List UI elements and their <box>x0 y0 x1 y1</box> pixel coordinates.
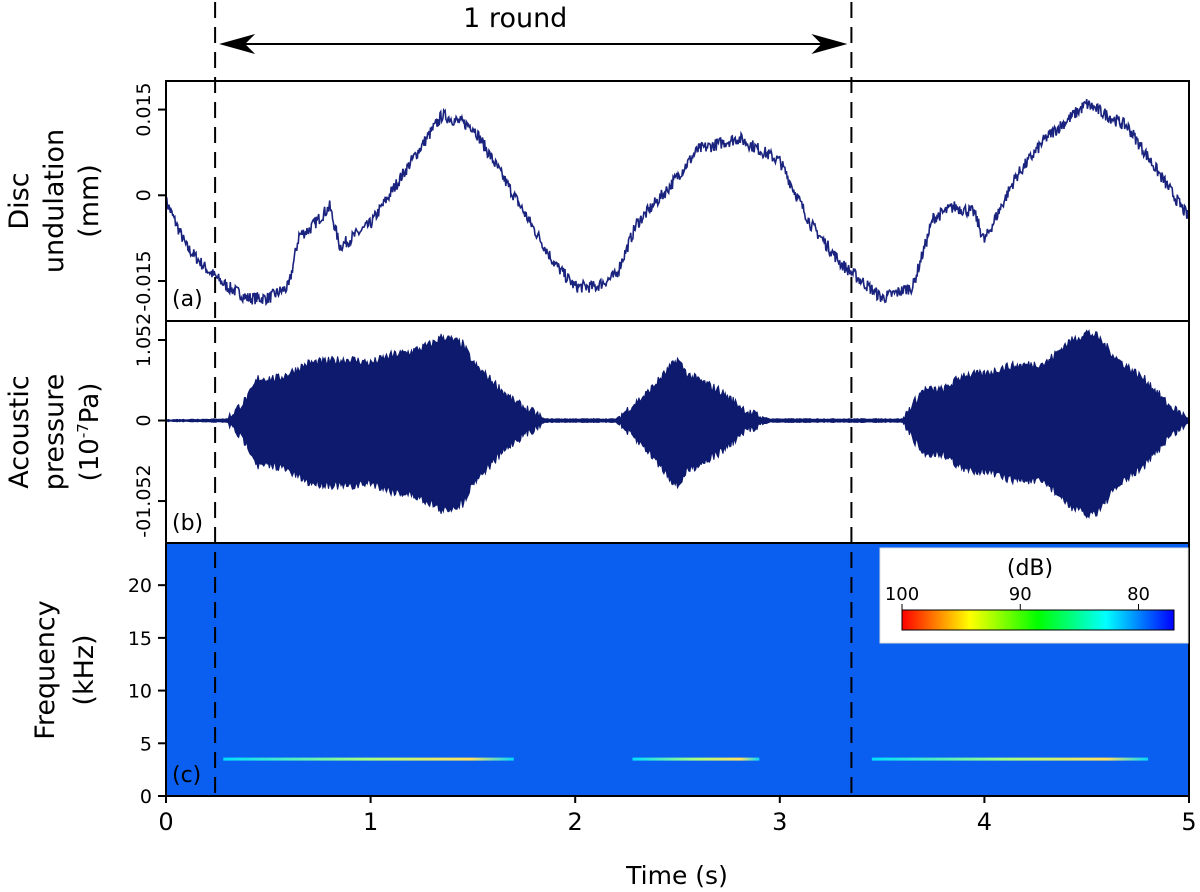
colorbar: (dB) 100 90 80 <box>879 547 1189 644</box>
acoustic-pressure-series <box>166 329 1189 519</box>
y-axis-label-line: undulation <box>39 129 70 273</box>
y-axis-label-line: (mm) <box>74 164 105 238</box>
panel-c-label: (c) <box>172 763 201 788</box>
y-tick-label: 20 <box>128 575 152 597</box>
y-axis-label-line: Disc <box>4 172 35 229</box>
colorbar-tick-label: 100 <box>885 584 919 605</box>
y-axis-label-line: (kHz) <box>69 634 100 705</box>
colorbar-title: (dB) <box>1007 556 1053 581</box>
x-tick-label: 3 <box>772 808 787 836</box>
y-axis-label-line: Frequency <box>30 600 61 740</box>
y-axis-label-line: Acoustic <box>4 375 35 488</box>
undulation-series <box>166 98 1189 307</box>
y-tick-label: 15 <box>128 628 152 650</box>
panel-a-label: (a) <box>172 287 203 312</box>
x-axis-label: Time (s) <box>625 861 728 890</box>
x-tick-label: 0 <box>158 808 173 836</box>
y-tick-label: 5 <box>140 733 152 755</box>
x-tick-label: 1 <box>363 808 378 836</box>
y-axis-label-line: pressure <box>39 374 70 491</box>
tonal-line <box>632 757 760 761</box>
y-axis-label-unit: (10-7Pa) <box>74 383 105 482</box>
x-tick-label: 5 <box>1181 808 1196 836</box>
x-tick-label: 2 <box>568 808 583 836</box>
y-tick-label: 1.052 <box>133 313 155 367</box>
y-tick-label: -01.052 <box>133 464 155 537</box>
y-tick-label: 0 <box>133 189 155 201</box>
round-arrow-head-left <box>219 34 256 54</box>
panel-c: 0 5 10 15 20 (c) (dB) 100 90 80 Frequency (kHz) <box>30 542 1190 808</box>
panel-a: 0.015 0 -0.015 (a) Disc undulation (mm) <box>4 80 1190 322</box>
colorbar-tick-label: 80 <box>1127 584 1150 605</box>
round-annotation-text: 1 round <box>463 3 567 34</box>
y-tick-label: -0.015 <box>133 250 155 311</box>
y-tick-label: 0.015 <box>133 82 155 136</box>
y-tick-label: 0 <box>133 414 155 426</box>
round-annotation: 1 round <box>214 2 853 796</box>
round-arrow-head-right <box>811 34 848 54</box>
colorbar-gradient <box>901 609 1175 631</box>
colorbar-tick-label: 90 <box>1009 584 1032 605</box>
y-tick-label: 0 <box>140 786 152 808</box>
panel-a-frame <box>165 80 1190 322</box>
panel-c-frame <box>165 542 1190 797</box>
panel-b-label: (b) <box>172 511 203 536</box>
tonal-line <box>871 757 1149 761</box>
x-tick-label: 4 <box>977 808 992 836</box>
y-tick-label: 10 <box>128 681 152 703</box>
tonal-line <box>223 757 514 761</box>
panel-b-ylabel: Acoustic pressure (10-7Pa) <box>4 374 105 491</box>
panel-b: 1.052 0 -01.052 Acoustic pressure (10-7Pa) (… <box>4 313 1190 544</box>
